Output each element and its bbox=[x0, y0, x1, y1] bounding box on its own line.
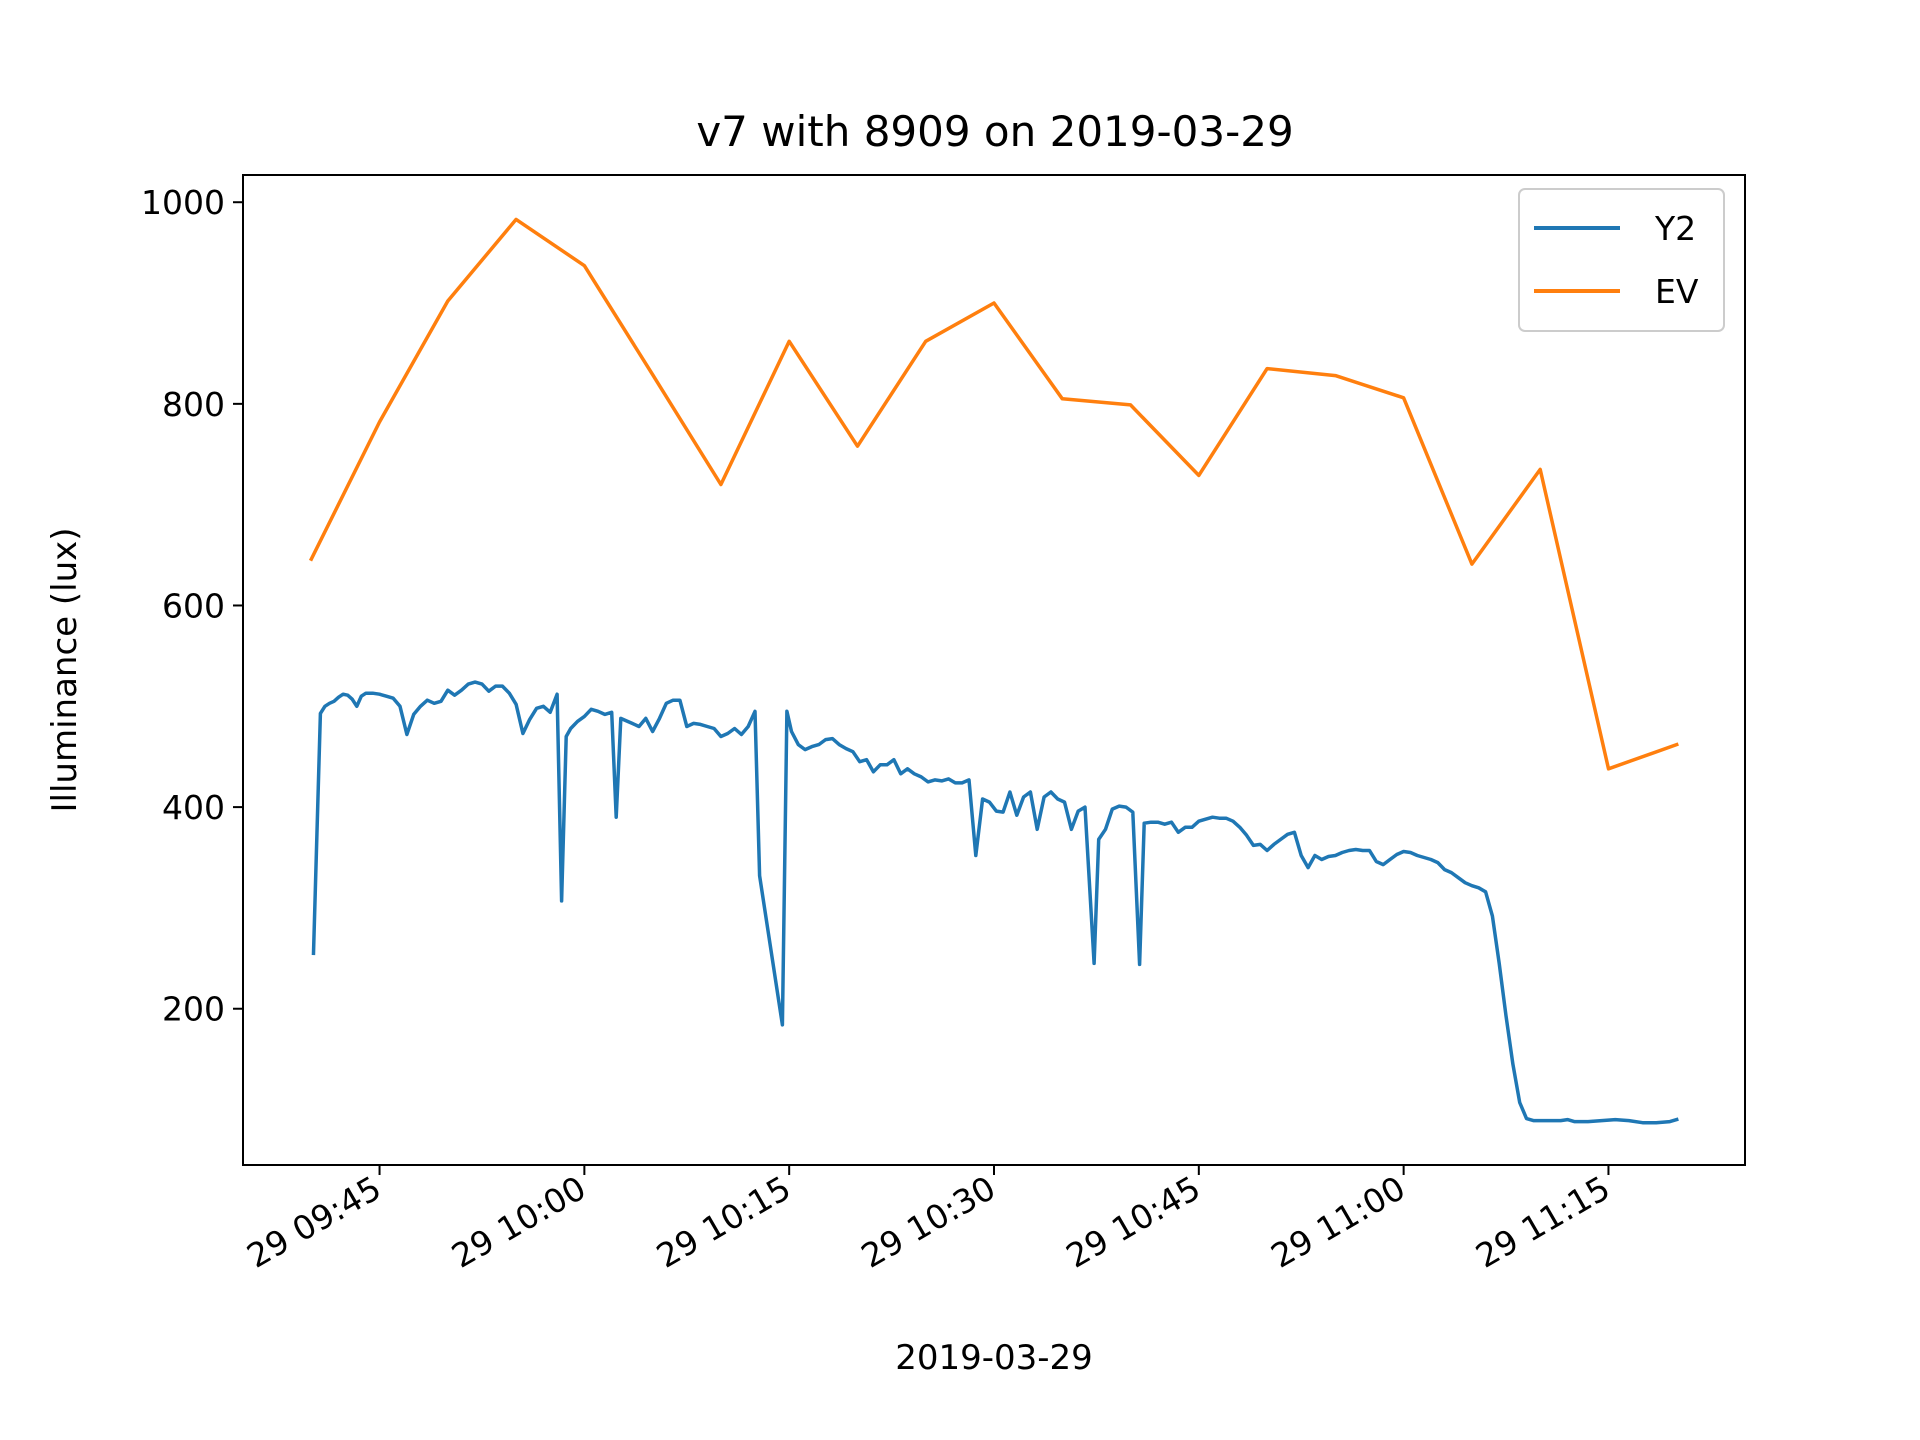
series-line-y2 bbox=[311, 680, 1679, 1125]
y-tick-label: 800 bbox=[162, 385, 225, 424]
y-tick-label: 1000 bbox=[141, 183, 225, 222]
y-axis: 200 400 600 800 1000 bbox=[141, 183, 243, 1029]
series-line-ev bbox=[308, 217, 1679, 771]
y-tick-label: 200 bbox=[162, 990, 225, 1029]
legend: Y2 EV bbox=[1518, 188, 1725, 332]
legend-label-y2: Y2 bbox=[1654, 209, 1696, 248]
legend-box bbox=[1518, 188, 1725, 332]
y-tick-label: 400 bbox=[162, 788, 225, 827]
plot-frame bbox=[242, 174, 1746, 1166]
chart-title: v7 with 8909 on 2019-03-29 bbox=[696, 107, 1293, 156]
series-layer bbox=[308, 217, 1679, 1125]
y-axis-title: Illuminance (lux) bbox=[45, 527, 85, 812]
x-axis-title: 2019-03-29 bbox=[895, 1338, 1093, 1378]
y-tick-label: 600 bbox=[162, 586, 225, 625]
plot-area bbox=[242, 174, 1746, 1166]
legend-label-ev: EV bbox=[1655, 272, 1699, 311]
